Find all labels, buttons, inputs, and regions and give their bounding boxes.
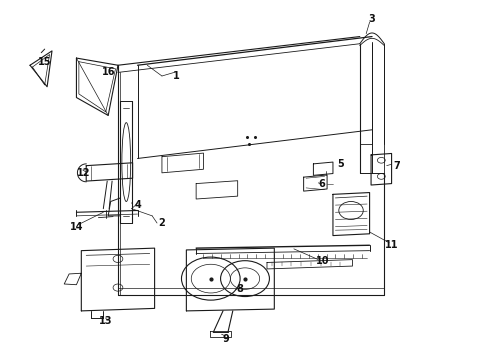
Text: 6: 6	[319, 179, 325, 189]
Text: 10: 10	[317, 256, 330, 266]
Text: 16: 16	[101, 67, 115, 77]
Text: 12: 12	[77, 168, 91, 178]
Text: 9: 9	[222, 333, 229, 343]
Text: 15: 15	[38, 57, 51, 67]
Text: 3: 3	[368, 14, 375, 24]
Text: 13: 13	[99, 316, 113, 325]
Text: 1: 1	[173, 71, 180, 81]
Text: 4: 4	[134, 200, 141, 210]
Text: 14: 14	[70, 222, 83, 231]
Text: 7: 7	[393, 161, 400, 171]
Text: 5: 5	[337, 159, 343, 169]
Text: 8: 8	[237, 284, 244, 294]
Text: 11: 11	[385, 239, 398, 249]
Text: 2: 2	[159, 218, 165, 228]
